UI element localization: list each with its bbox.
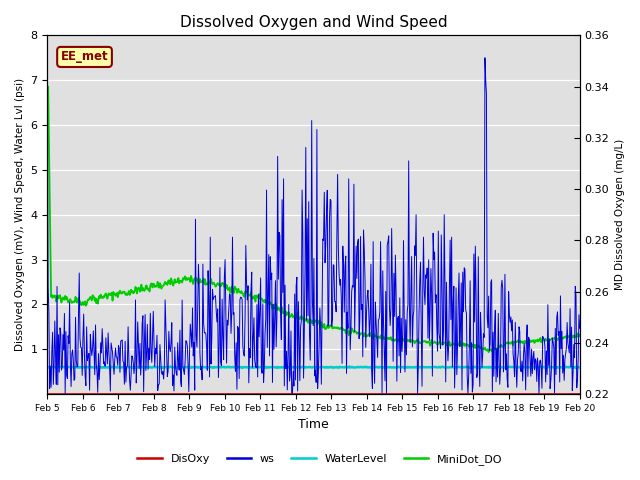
- Text: EE_met: EE_met: [61, 50, 108, 63]
- X-axis label: Time: Time: [298, 419, 329, 432]
- Y-axis label: MD Dissolved Oxygen (mg/L): MD Dissolved Oxygen (mg/L): [615, 139, 625, 290]
- Legend: DisOxy, ws, WaterLevel, MiniDot_DO: DisOxy, ws, WaterLevel, MiniDot_DO: [132, 450, 508, 469]
- Y-axis label: Dissolved Oxygen (mV), Wind Speed, Water Lvl (psi): Dissolved Oxygen (mV), Wind Speed, Water…: [15, 78, 25, 351]
- Title: Dissolved Oxygen and Wind Speed: Dissolved Oxygen and Wind Speed: [180, 15, 447, 30]
